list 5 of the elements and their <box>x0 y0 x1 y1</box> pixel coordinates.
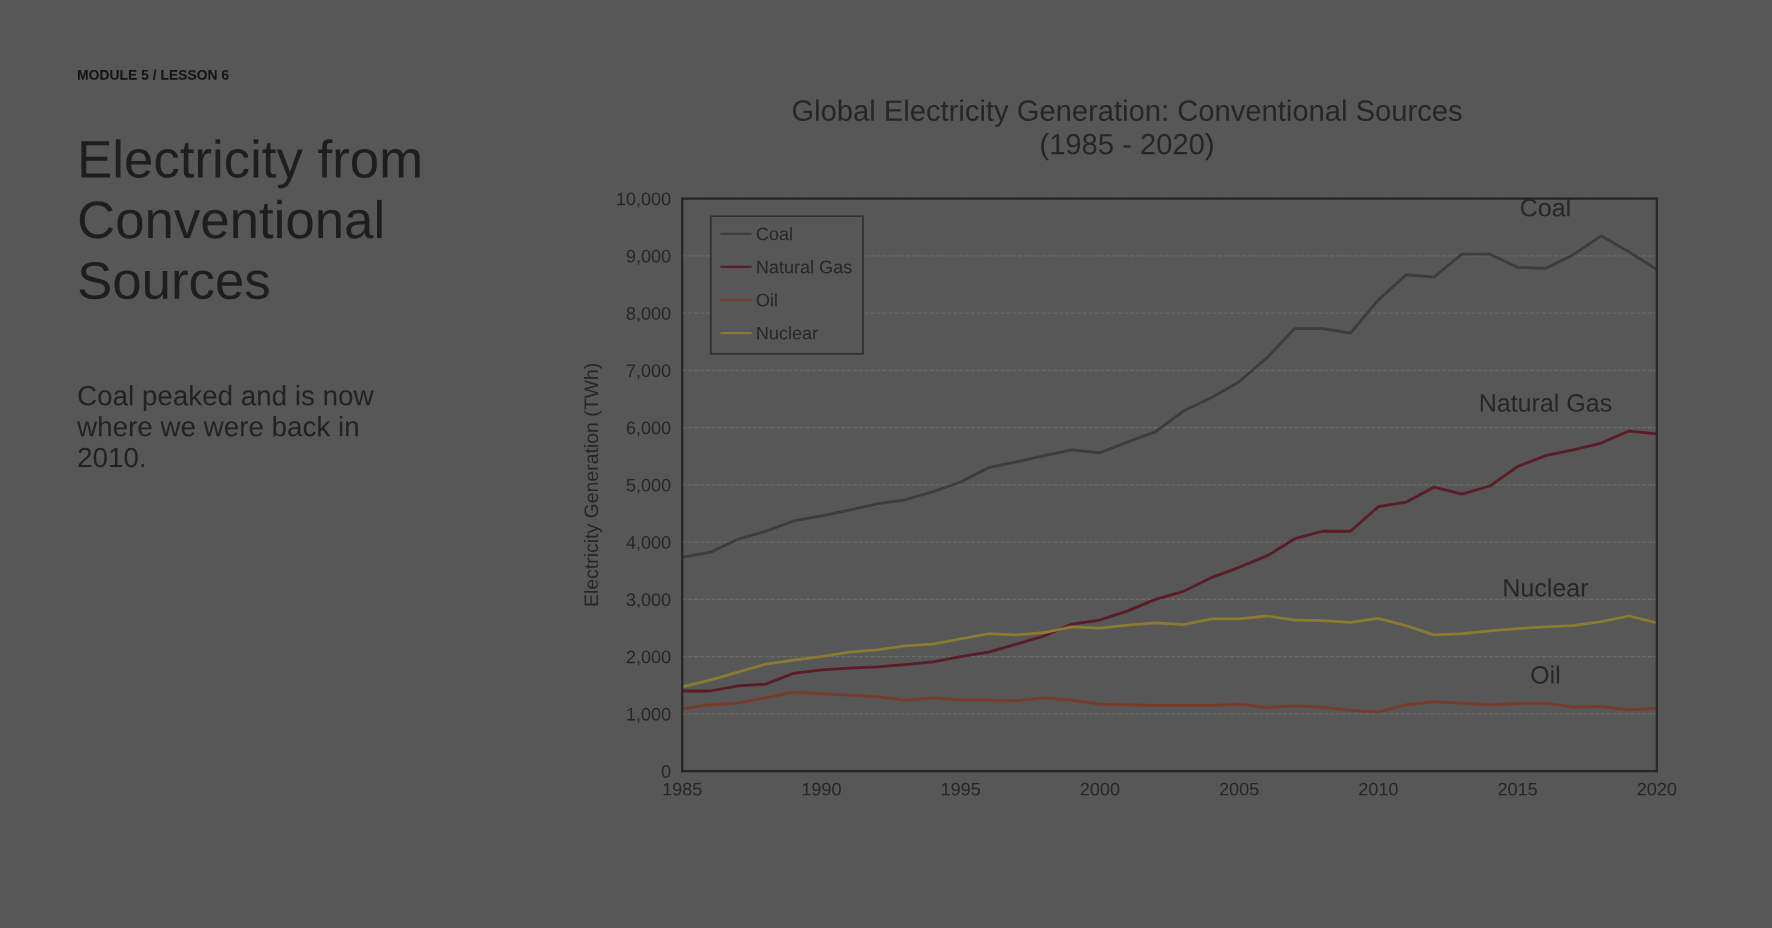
line-series <box>682 429 1657 693</box>
line-series <box>682 614 1657 689</box>
text: Electricity from Conventional Sources <box>79 139 420 300</box>
text: MODULE 5 / LESSON 6 <box>78 69 229 80</box>
line-series <box>682 690 1657 714</box>
